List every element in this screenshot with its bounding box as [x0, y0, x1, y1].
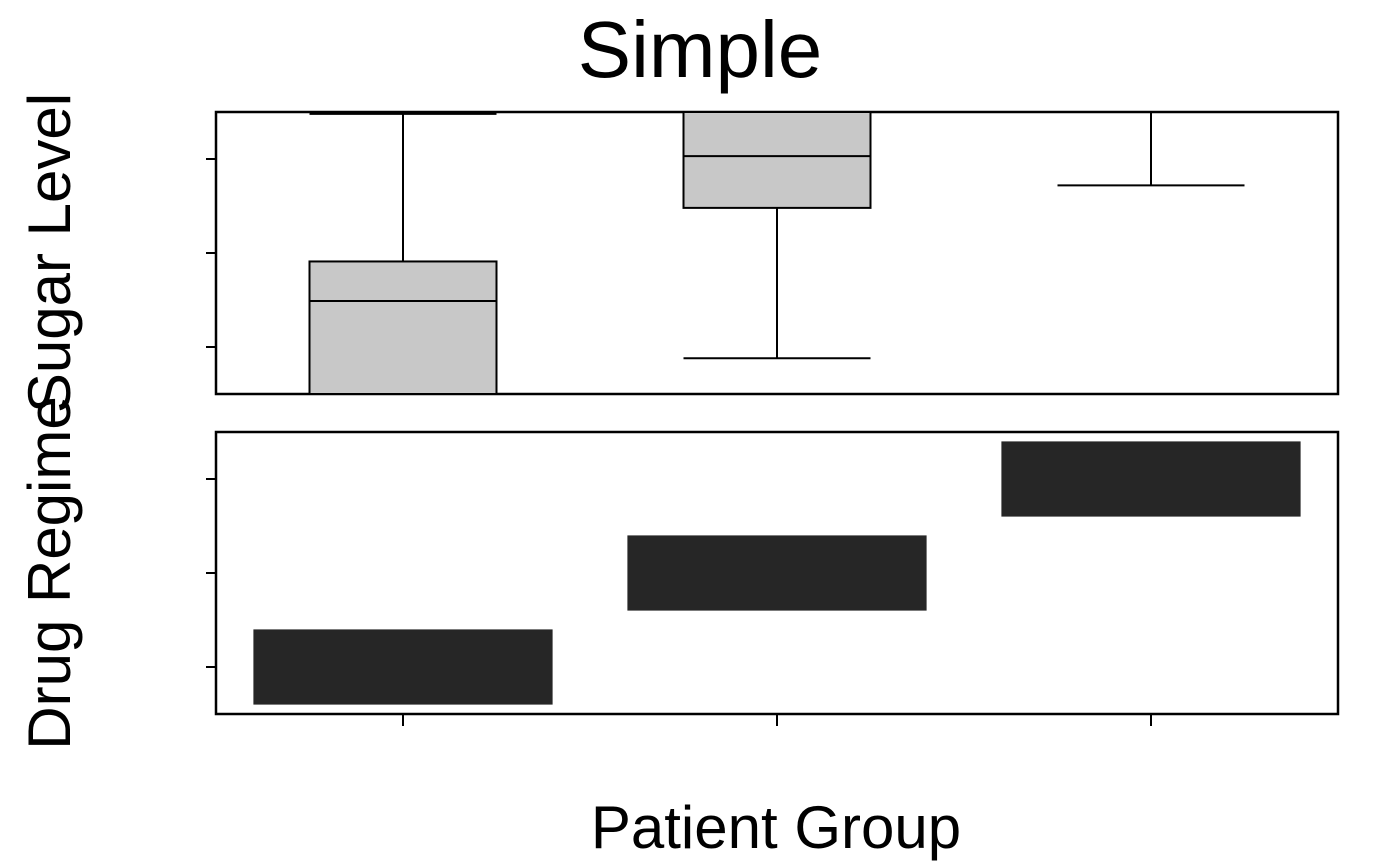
tile — [1001, 441, 1301, 517]
tile — [627, 535, 927, 611]
boxes-clipped — [308, 112, 1245, 394]
boxplot-series — [308, 112, 1245, 394]
tile-series — [253, 441, 1301, 705]
tile — [253, 629, 553, 705]
sugar-level-y-ticks — [206, 158, 216, 348]
x-axis-ticks — [402, 714, 1152, 726]
drug-regime-panel — [206, 430, 1340, 716]
box — [682, 112, 872, 209]
drug-regime-y-ticks — [206, 478, 216, 668]
y-axis-label-drug-regime: Drug Regime — [16, 396, 83, 749]
sugar-level-panel — [206, 110, 1340, 396]
box — [308, 260, 498, 394]
y-axis-label-sugar-level: Sugar Level — [16, 93, 83, 413]
chart-title: Simple — [578, 5, 823, 94]
x-axis-label: Patient Group — [591, 794, 961, 861]
